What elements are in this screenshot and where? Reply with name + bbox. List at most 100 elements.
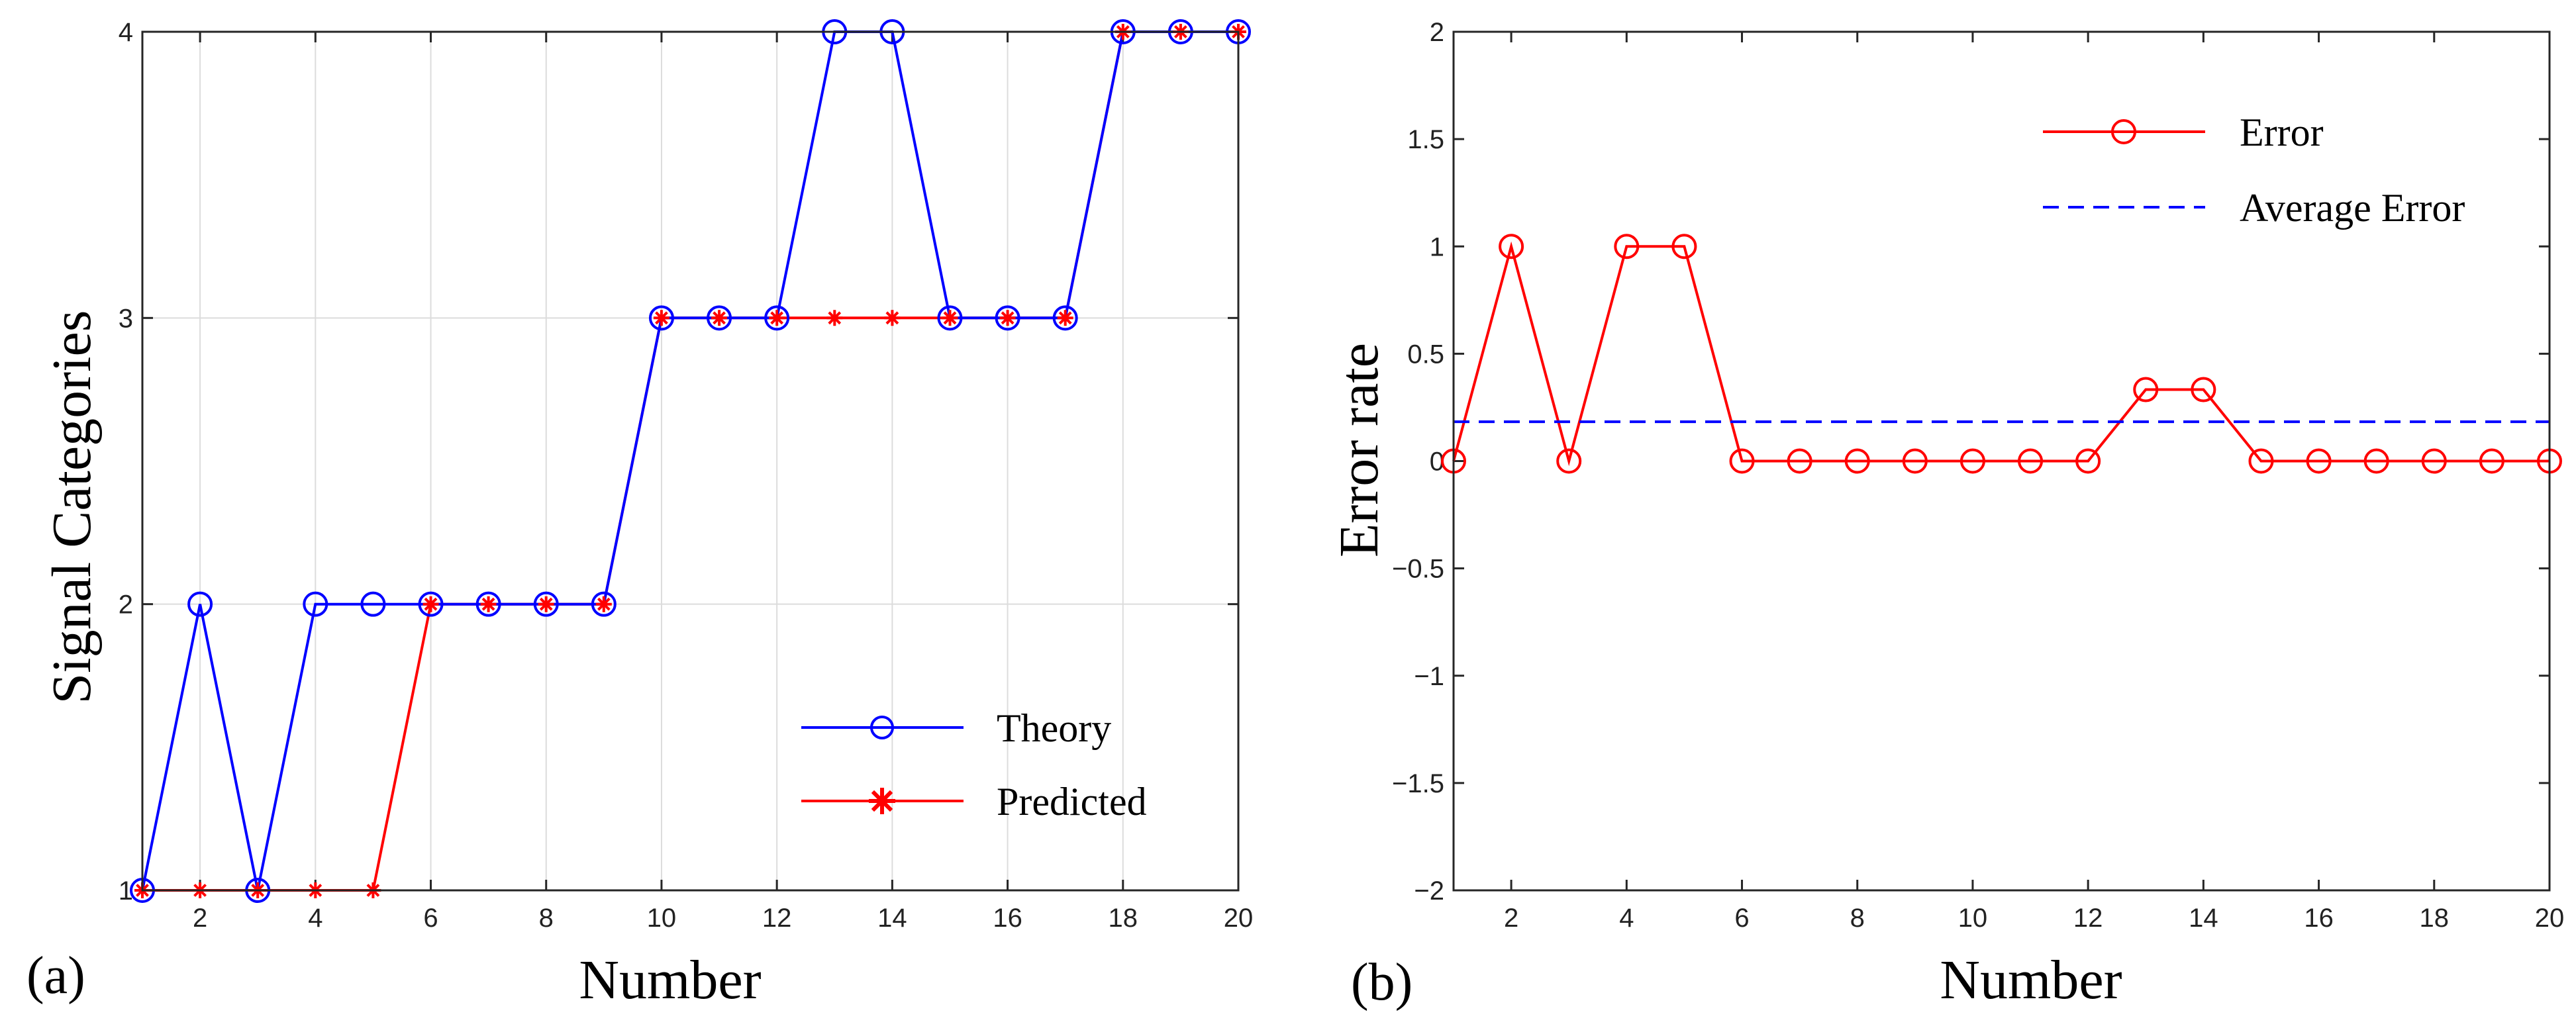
data-point-theory [533,591,559,617]
y-tick-label: 4 [119,18,133,47]
x-tick-label: 10 [647,904,677,933]
data-point-theory [360,591,386,617]
x-tick-label: 14 [2189,904,2218,933]
y-tick-label: 0 [1430,447,1444,477]
x-tick-label: 20 [2535,904,2565,933]
panel-b-label: (b) [1351,953,1412,1011]
data-point-theory [648,305,674,331]
y-tick-label: 0.5 [1407,340,1444,369]
series-theory-line [141,30,1238,891]
panel-b-series [1441,234,2562,474]
data-point-predicted [711,310,728,326]
x-tick-label: 12 [2073,904,2103,933]
data-point-predicted [1057,310,1073,326]
panel-b-ticks: 2 4 6 8 10 12 14 16 18 20 −2 −1.5 −1 −0.5 0 0.5 1 1.5 2 [1392,18,2564,933]
data-point-theory [995,305,1020,331]
y-tick-label: 2 [1430,18,1444,47]
x-tick-label: 6 [1734,904,1749,933]
legend-error-label: Error [2240,111,2324,154]
panel-a-plot-frame [141,30,1240,892]
legend-error-marker [2111,119,2136,144]
data-point-error [1614,234,1640,259]
data-point-error [1556,448,1582,474]
data-point-predicted [769,310,785,326]
data-point-predicted [884,310,901,326]
y-tick-label: −0.5 [1392,555,1444,584]
x-tick-label: 2 [193,904,207,933]
data-point-theory [475,591,501,617]
panel-a-legend: Theory Predicted [801,706,1147,823]
y-tick-label: 1 [119,876,133,906]
legend-average-error-label: Average Error [2240,186,2465,230]
data-point-predicted [480,596,497,612]
y-tick-label: 2 [119,590,133,620]
data-point-theory [303,591,328,617]
x-tick-label: 16 [993,904,1022,933]
data-point-error [1787,448,1812,474]
data-point-error [1844,448,1870,474]
data-point-predicted [422,596,439,612]
panel-b: 2 4 6 8 10 12 14 16 18 20 −2 −1.5 −1 −0.5 0 0.5 1 1.5 2 Er… [1328,18,2564,1011]
data-point-theory [707,305,732,331]
data-point-predicted [538,596,554,612]
panel-b-y-axis-title: Error rate [1328,343,1390,557]
data-point-predicted [826,310,843,326]
data-point-error [2075,448,2101,474]
x-tick-label: 12 [762,904,792,933]
legend-predicted-label: Predicted [997,780,1147,823]
y-tick-label: −1 [1414,662,1444,691]
data-point-error [2306,448,2332,474]
legend-error-swatch [2043,130,2205,133]
data-point-error [2191,377,2216,402]
data-point-error [2363,448,2389,474]
data-point-theory [937,305,963,331]
data-point-predicted [942,310,958,326]
data-point-error [2248,448,2274,474]
panel-b-legend: Error Average Error [2043,111,2465,230]
series-error-line [1452,241,2550,467]
data-point-theory [187,591,213,617]
y-tick-label: 3 [119,304,133,333]
y-tick-label: 1.5 [1407,125,1444,154]
x-tick-label: 10 [1958,904,1988,933]
data-point-error [2421,448,2447,474]
data-point-error [2133,377,2159,402]
data-point-theory [764,305,790,331]
data-point-predicted [595,596,612,612]
panel-a-x-axis-title: Number [579,949,761,1011]
data-point-theory [418,591,444,617]
data-point-theory [1052,305,1078,331]
legend-theory-label: Theory [997,706,1111,750]
data-point-error [1959,448,1985,474]
data-point-error [2479,448,2504,474]
data-point-error [1671,234,1697,259]
x-tick-label: 4 [308,904,322,933]
x-tick-label: 8 [539,904,554,933]
panel-a-label: (a) [26,947,85,1005]
x-tick-label: 20 [1224,904,1254,933]
y-tick-label: 1 [1430,232,1444,261]
data-point-error [1499,234,1524,259]
data-point-error [1729,448,1755,474]
y-tick-label: −2 [1414,876,1444,906]
x-tick-label: 18 [1109,904,1138,933]
data-point-predicted [999,310,1016,326]
legend-predicted-star [869,788,895,814]
legend-theory-marker [870,716,894,739]
data-point-error [2018,448,2044,474]
y-tick-label: −1.5 [1392,769,1444,798]
x-tick-label: 16 [2304,904,2334,933]
data-point-predicted [653,310,669,326]
x-tick-label: 2 [1504,904,1518,933]
x-tick-label: 4 [1619,904,1634,933]
data-point-error [1902,448,1928,474]
data-point-theory [591,591,617,617]
panel-b-x-axis-title: Number [1940,949,2122,1011]
panel-a-y-axis-title: Signal Categories [41,310,103,704]
legend-predicted-marker [869,788,895,814]
legend-theory-swatch [801,726,964,729]
x-tick-label: 8 [1850,904,1865,933]
x-tick-label: 6 [423,904,438,933]
